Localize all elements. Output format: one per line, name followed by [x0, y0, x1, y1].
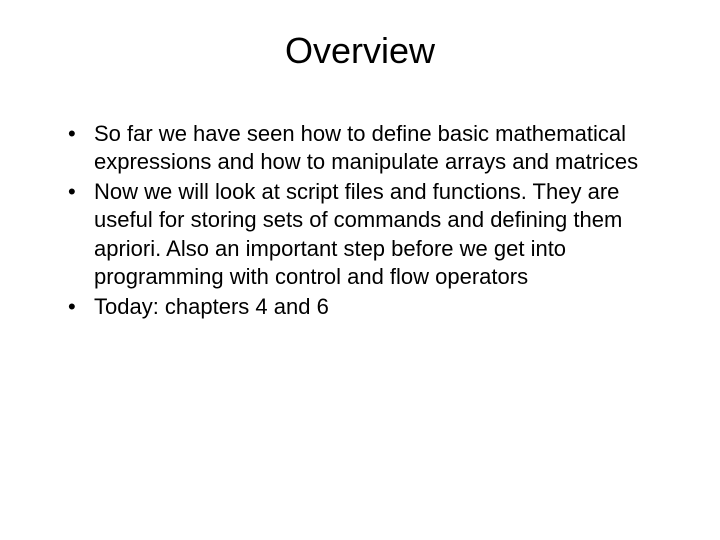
slide-title: Overview [50, 30, 670, 72]
bullet-item: Now we will look at script files and fun… [68, 178, 670, 291]
slide-container: Overview So far we have seen how to defi… [0, 0, 720, 540]
bullet-item: So far we have seen how to define basic … [68, 120, 670, 176]
bullet-item: Today: chapters 4 and 6 [68, 293, 670, 321]
bullet-list: So far we have seen how to define basic … [50, 120, 670, 321]
